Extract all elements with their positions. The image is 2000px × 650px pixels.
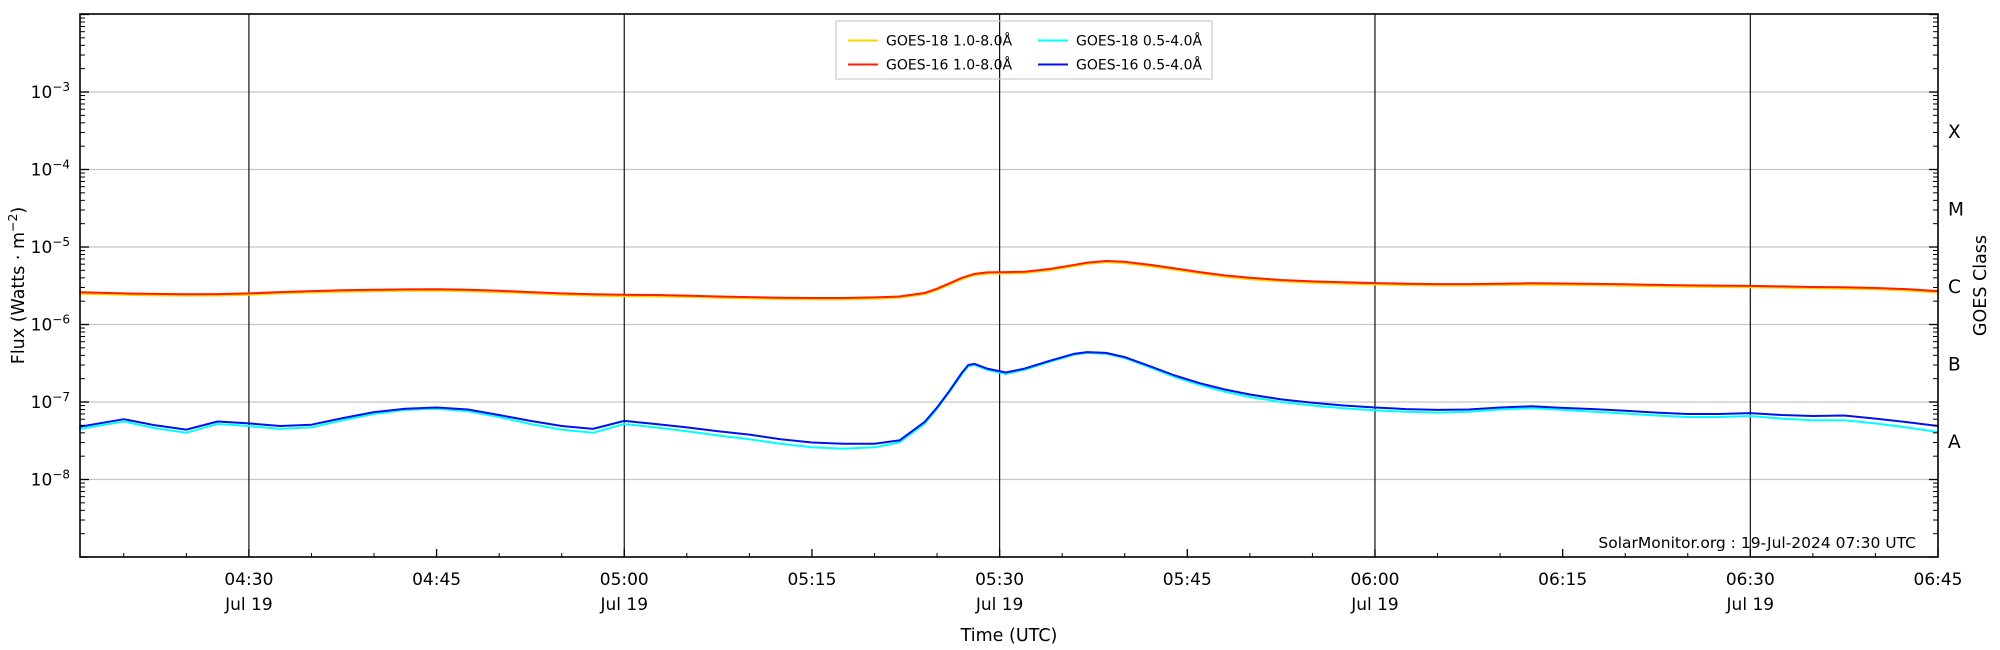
- goes-class-label-a: A: [1948, 432, 1961, 453]
- y-tick-label: 10−4: [31, 158, 70, 181]
- x-tick-date-label: Jul 19: [1726, 595, 1775, 615]
- legend-label: GOES-16 1.0-8.0Å: [886, 57, 1012, 74]
- y-tick-label: 10−7: [31, 390, 70, 413]
- x-tick-date-label: Jul 19: [975, 595, 1024, 615]
- goes-class-label-c: C: [1948, 277, 1961, 298]
- x-tick-date-label: Jul 19: [224, 595, 273, 615]
- series-line-goes-18-1-0-8-0-: [79, 261, 1939, 301]
- x-tick-date-label: Jul 19: [599, 595, 648, 615]
- legend-label: GOES-18 1.0-8.0Å: [886, 33, 1012, 50]
- x-tick-label: 05:15: [787, 570, 836, 590]
- series-line-goes-18-0-5-4-0-: [79, 351, 1939, 450]
- x-tick-label: 06:45: [1914, 570, 1963, 590]
- x-tick-date-label: Jul 19: [1350, 595, 1399, 615]
- series-line-goes-16-0-5-4-0-: [79, 351, 1939, 445]
- x-tick-label: 04:30: [224, 570, 273, 590]
- goes-class-label-b: B: [1948, 354, 1961, 375]
- x-axis-title: Time (UTC): [960, 626, 1058, 646]
- x-tick-label: 05:30: [975, 570, 1024, 590]
- y-tick-label: 10−3: [31, 80, 70, 103]
- x-tick-label: 06:30: [1726, 570, 1775, 590]
- goes-class-label-m: M: [1948, 199, 1964, 220]
- legend-box: [835, 20, 1213, 80]
- y-tick-label: 10−6: [31, 313, 70, 336]
- goes-class-label-x: X: [1948, 122, 1961, 143]
- legend-label: GOES-16 0.5-4.0Å: [1076, 57, 1202, 74]
- y-tick-label: 10−8: [31, 468, 70, 491]
- x-tick-label: 04:45: [412, 570, 461, 590]
- x-tick-label: 06:00: [1350, 570, 1399, 590]
- x-tick-label: 06:15: [1538, 570, 1587, 590]
- legend-label: GOES-18 0.5-4.0Å: [1076, 33, 1202, 50]
- x-tick-label: 05:45: [1163, 570, 1212, 590]
- solarmonitor-annotation: SolarMonitor.org : 19-Jul-2024 07:30 UTC: [1598, 534, 1916, 552]
- series-line-goes-16-1-0-8-0-: [79, 260, 1939, 299]
- y-tick-label: 10−5: [31, 235, 70, 258]
- right-axis-title: GOES Class: [1971, 235, 1991, 336]
- left-axis-title: Flux (Watts · m−2): [5, 207, 29, 365]
- plot-frame: [79, 13, 1939, 558]
- x-tick-label: 05:00: [600, 570, 649, 590]
